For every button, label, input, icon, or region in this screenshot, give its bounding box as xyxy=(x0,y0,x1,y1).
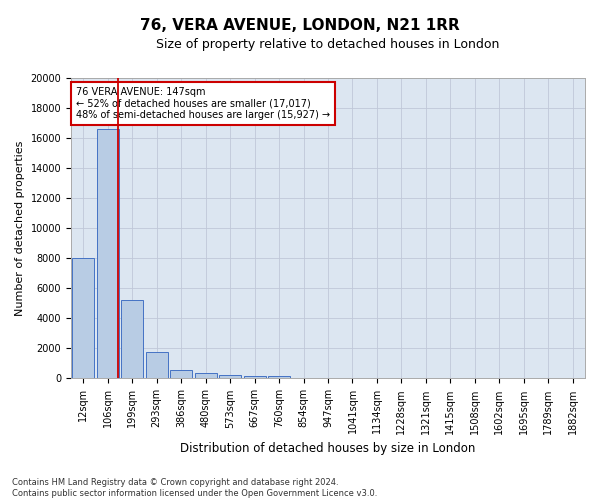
Bar xyxy=(219,375,241,378)
Text: 76, VERA AVENUE, LONDON, N21 1RR: 76, VERA AVENUE, LONDON, N21 1RR xyxy=(140,18,460,32)
Text: 76 VERA AVENUE: 147sqm
← 52% of detached houses are smaller (17,017)
48% of semi: 76 VERA AVENUE: 147sqm ← 52% of detached… xyxy=(76,87,330,120)
Bar xyxy=(268,376,290,378)
Y-axis label: Number of detached properties: Number of detached properties xyxy=(15,140,25,316)
Bar xyxy=(72,258,94,378)
Bar xyxy=(97,129,119,378)
X-axis label: Distribution of detached houses by size in London: Distribution of detached houses by size … xyxy=(181,442,476,455)
Bar xyxy=(244,376,266,378)
Bar xyxy=(121,300,143,378)
Title: Size of property relative to detached houses in London: Size of property relative to detached ho… xyxy=(157,38,500,51)
Bar xyxy=(146,352,168,378)
Bar xyxy=(194,373,217,378)
Text: Contains HM Land Registry data © Crown copyright and database right 2024.
Contai: Contains HM Land Registry data © Crown c… xyxy=(12,478,377,498)
Bar xyxy=(170,370,192,378)
